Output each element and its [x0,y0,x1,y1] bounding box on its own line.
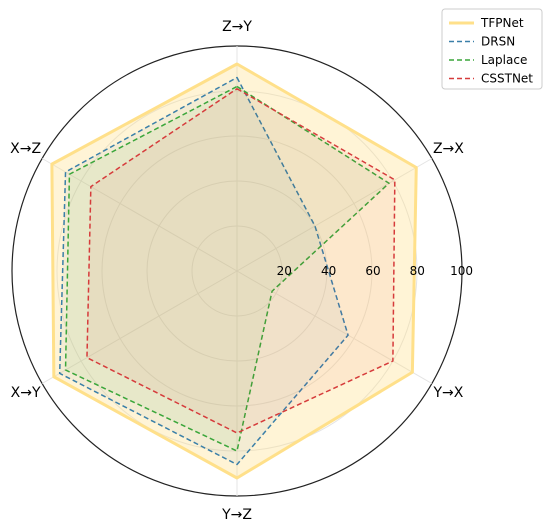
radial-tick-label: 80 [410,264,425,278]
legend-label: DRSN [481,35,515,49]
axis-label: Z→X [433,141,464,157]
legend-label: TFPNet [480,16,524,30]
radar-series [50,62,418,480]
legend-label: Laplace [481,53,527,67]
radial-tick-label: 20 [277,264,292,278]
axis-label: X→Y [11,385,41,401]
axis-labels: Z→Y Z→X Y→X Y→Z X→Y X→Z [10,19,464,522]
radial-tick-label: 60 [365,264,380,278]
legend-label: CSSTNet [481,72,533,86]
radial-tick-label: 100 [450,264,473,278]
axis-label: Z→Y [222,19,252,35]
series-drsn-polygon [58,76,349,466]
series-tfpnet-polygon [50,62,418,480]
radar-spoke [236,158,433,272]
radial-tick-label: 40 [321,264,336,278]
series-laplace-polygon [64,85,390,452]
radar-spoke [236,270,433,384]
radial-ticks: 20 40 60 80 100 [277,264,473,278]
legend-frame [441,8,543,90]
legend: TFPNet DRSN Laplace CSSTNet [441,8,543,90]
series-csstnet-polygon [86,88,396,434]
radar-spoke [41,270,238,384]
axis-label: Y→Z [221,507,252,522]
radar-spoke [41,158,238,272]
axis-label: X→Z [10,141,41,157]
radar-grid [11,45,463,497]
axis-label: Y→X [432,385,463,401]
